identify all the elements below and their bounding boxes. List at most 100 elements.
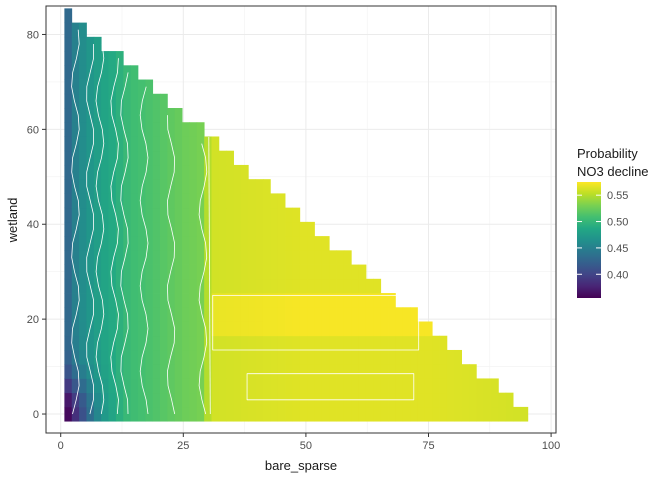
heatmap-cell [226,278,234,294]
heatmap-cell [167,349,176,365]
heatmap-cell [358,335,367,351]
heatmap-cell [380,349,389,365]
heatmap-cell [93,108,102,123]
y-tick-label: 40 [27,219,39,231]
heatmap-cell [101,150,109,166]
heatmap-cell [226,406,234,422]
heatmap-cell [189,221,198,237]
heatmap-cell [373,307,382,322]
heatmap-cell [160,179,168,194]
heatmap-cell [137,406,146,422]
heatmap-cell [402,378,411,394]
x-tick-label: 25 [177,440,189,452]
heatmap-cell [182,179,190,194]
heatmap-cell [285,406,293,422]
heatmap-cell [299,293,308,308]
heatmap-cell [314,293,323,308]
heatmap-cell [226,193,234,209]
heatmap-cell [277,335,286,351]
heatmap-cell [189,136,198,152]
heatmap-cell [64,108,73,123]
heatmap-cell [189,250,198,265]
contour-loop [246,373,415,401]
heatmap-cell [277,221,286,237]
heatmap-cell [285,378,293,394]
heatmap-cell [211,392,220,408]
heatmap-cell [123,307,131,322]
heatmap-cell [240,293,249,308]
heatmap-cell [395,335,404,351]
heatmap-cell [321,278,330,294]
heatmap-cell [79,108,87,123]
heatmap-cell [277,378,286,394]
heatmap-cell [204,136,212,152]
heatmap-cell [314,236,323,251]
heatmap-cell [211,136,220,152]
heatmap-cell [79,65,87,80]
heatmap-cell [64,278,73,294]
heatmap-cell [255,236,264,251]
heatmap-cell [174,293,183,308]
heatmap-cell [343,250,352,265]
heatmap-cell [145,364,154,379]
heatmap-cell [101,136,109,152]
heatmap-cell [402,406,411,422]
heatmap-cell [123,108,131,123]
heatmap-cell [71,236,80,251]
heatmap-cell [417,378,426,394]
heatmap-cell [439,349,448,365]
heatmap-cell [123,278,131,294]
heatmap-cell [336,406,345,422]
heatmap-cell [123,321,131,337]
heatmap-cell [189,364,198,379]
heatmap-cell [336,278,345,294]
heatmap-cell [226,236,234,251]
heatmap-cell [123,93,131,109]
heatmap-cell [130,193,139,209]
heatmap-cell [226,307,234,322]
heatmap-cell [218,164,227,180]
heatmap-cell [64,22,73,38]
heatmap-cell [86,406,95,422]
heatmap-cell [196,293,205,308]
heatmap-cell [388,307,396,322]
heatmap-cell [204,264,212,280]
heatmap-cell [71,79,80,95]
heatmap-cell [86,378,95,394]
heatmap-cell [248,293,257,308]
heatmap-cell [255,364,264,379]
heatmap-cell [137,79,146,95]
heatmap-cell [71,307,80,322]
heatmap-cell [86,79,95,95]
heatmap-cell [277,349,286,365]
heatmap-cell [182,307,190,322]
heatmap-cell [240,364,249,379]
legend-ticks: 0.40 0.45 0.50 0.55 [577,190,628,281]
heatmap-cell [491,378,499,394]
heatmap-cell [468,364,477,379]
heatmap-cell [285,293,293,308]
heatmap-cell [240,406,249,422]
heatmap-cell [71,65,80,80]
heatmap-cell [292,349,301,365]
heatmap-cell [196,307,205,322]
heatmap-cell [182,122,190,137]
heatmap-cell [86,164,95,180]
heatmap-cell [255,321,264,337]
heatmap-cell [93,349,102,365]
heatmap-cell [160,250,168,265]
heatmap-cell [64,65,73,80]
heatmap-cell [182,392,190,408]
heatmap-cell [189,406,198,422]
heatmap-cell [240,349,249,365]
heatmap-cell [71,221,80,237]
heatmap-cell [373,293,382,308]
heatmap-cell [351,293,360,308]
heatmap-cell [167,179,176,194]
heatmap-cell [145,136,154,152]
heatmap-cell [189,164,198,180]
heatmap-cell [307,335,315,351]
heatmap-cell [329,321,337,337]
x-axis-title: bare_sparse [265,458,337,473]
heatmap-cell [211,250,220,265]
